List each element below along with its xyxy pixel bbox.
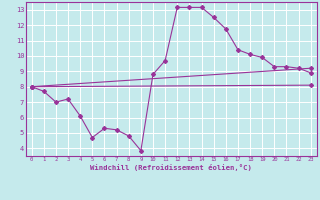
X-axis label: Windchill (Refroidissement éolien,°C): Windchill (Refroidissement éolien,°C)	[90, 164, 252, 171]
